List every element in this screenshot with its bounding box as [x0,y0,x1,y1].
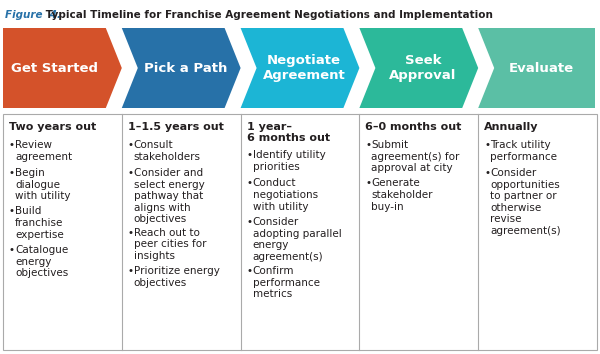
Text: Reach out to
peer cities for
insights: Reach out to peer cities for insights [134,228,206,261]
Text: •: • [247,150,253,160]
Polygon shape [122,28,241,108]
Text: •: • [484,140,490,150]
Text: •: • [128,168,134,178]
Text: Catalogue
energy
objectives: Catalogue energy objectives [15,245,68,278]
Text: 1 year–
6 months out: 1 year– 6 months out [247,122,330,143]
Text: Prioritize energy
objectives: Prioritize energy objectives [134,266,220,287]
Text: •: • [365,140,371,150]
Text: •: • [9,206,15,217]
Text: •: • [9,168,15,178]
Text: Track utility
performance: Track utility performance [490,140,557,161]
Text: 1–1.5 years out: 1–1.5 years out [128,122,224,132]
Text: •: • [247,217,253,227]
Text: Conduct
negotiations
with utility: Conduct negotiations with utility [253,178,318,212]
Text: Begin
dialogue
with utility: Begin dialogue with utility [15,168,71,201]
Text: •: • [128,228,134,238]
Polygon shape [478,28,595,108]
Polygon shape [241,28,359,108]
Text: Consult
stakeholders: Consult stakeholders [134,140,201,161]
Text: •: • [128,140,134,150]
Text: Annually: Annually [484,122,539,132]
Text: Consider and
select energy
pathway that
aligns with
objectives: Consider and select energy pathway that … [134,168,205,224]
Text: Get Started: Get Started [11,62,98,74]
Text: Pick a Path: Pick a Path [143,62,227,74]
Text: Review
agreement: Review agreement [15,140,72,161]
Text: Typical Timeline for Franchise Agreement Negotiations and Implementation: Typical Timeline for Franchise Agreement… [42,10,493,20]
Polygon shape [359,28,478,108]
Text: Negotiate
Agreement: Negotiate Agreement [263,54,346,82]
Text: Evaluate: Evaluate [509,62,574,74]
Text: 6–0 months out: 6–0 months out [365,122,462,132]
Text: Two years out: Two years out [9,122,96,132]
Text: Identify utility
priorities: Identify utility priorities [253,150,325,172]
Text: Submit
agreement(s) for
approval at city: Submit agreement(s) for approval at city [371,140,460,173]
Text: •: • [247,178,253,188]
Text: •: • [484,168,490,178]
Text: •: • [128,266,134,276]
Text: Consider
adopting parallel
energy
agreement(s): Consider adopting parallel energy agreem… [253,217,341,262]
Text: •: • [365,178,371,188]
Text: Generate
stakeholder
buy-in: Generate stakeholder buy-in [371,178,433,212]
Text: Figure  4.: Figure 4. [5,10,61,20]
Text: Confirm
performance
metrics: Confirm performance metrics [253,266,320,299]
Polygon shape [3,28,122,108]
Text: •: • [9,140,15,150]
Text: Build
franchise
expertise: Build franchise expertise [15,206,64,240]
Text: Seek
Approval: Seek Approval [389,54,457,82]
Text: •: • [9,245,15,255]
Text: •: • [247,266,253,276]
Text: Consider
opportunities
to partner or
otherwise
revise
agreement(s): Consider opportunities to partner or oth… [490,168,561,236]
